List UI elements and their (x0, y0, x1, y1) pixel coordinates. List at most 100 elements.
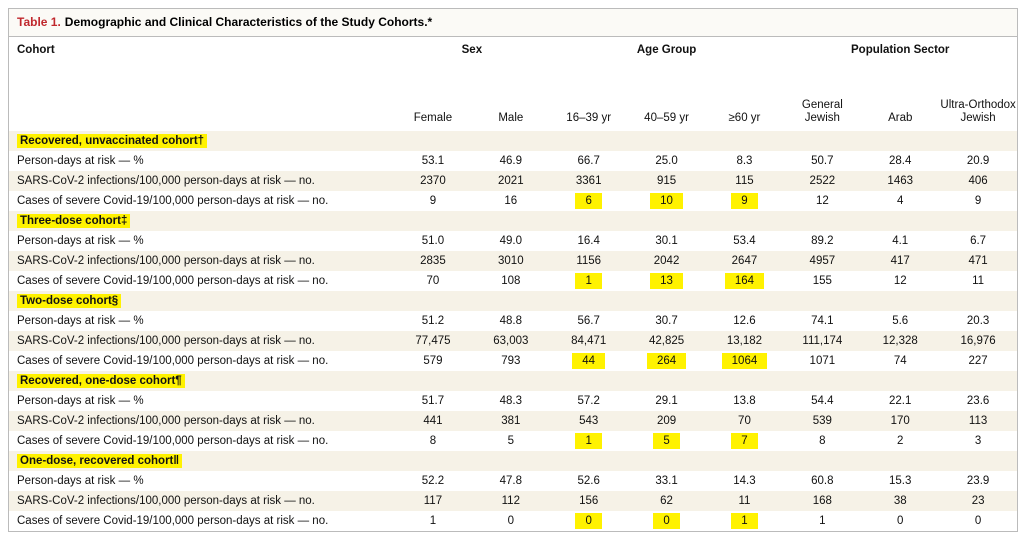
cell-value: 2522 (809, 175, 836, 187)
cell-value: 1 (429, 515, 437, 527)
cell: 1064 (706, 351, 784, 371)
cell: 53.4 (706, 231, 784, 251)
cell-value: 57.2 (577, 395, 600, 407)
cell-value: 15.3 (889, 475, 912, 487)
header-row: Cohort Sex Age Group Population Sector (9, 37, 1017, 63)
cell: 156 (549, 491, 628, 511)
cell: 60.8 (783, 471, 861, 491)
cell-value: 8.3 (736, 155, 753, 167)
cell-value: 70 (426, 275, 440, 287)
data-row: SARS-CoV-2 infections/100,000 person-day… (9, 331, 1018, 351)
column-header: 40–59 yr (644, 112, 689, 124)
cell: 1156 (549, 251, 628, 271)
cell: 117 (394, 491, 472, 511)
cell-value: 3010 (498, 255, 524, 267)
cell: 4957 (783, 251, 862, 271)
cell-value: 417 (890, 255, 910, 267)
table: Cohort Sex Age Group Population Sector Femal… (9, 37, 1018, 531)
cell: 30.7 (628, 311, 706, 331)
cell-value: 209 (656, 415, 677, 427)
cell: 13,182 (705, 331, 784, 351)
cell: 57.2 (550, 391, 628, 411)
cell-value: 579 (423, 355, 443, 367)
row-label: SARS-CoV-2 infections/100,000 person-day… (9, 171, 394, 191)
data-row: Cases of severe Covid-19/100,000 person-… (9, 191, 1017, 211)
cell-value: 30.1 (655, 235, 678, 247)
cell-value: 84,471 (571, 335, 607, 347)
cell: 2835 (394, 251, 472, 271)
cell: 16 (472, 191, 550, 211)
cell-value: 20.9 (966, 155, 990, 167)
cell-value: 28.4 (889, 155, 912, 167)
row-label: SARS-CoV-2 infections/100,000 person-day… (9, 491, 394, 511)
cell: 28.4 (861, 151, 939, 171)
cell-value: 2835 (420, 255, 446, 267)
cell-value: 62 (660, 495, 673, 507)
cell: 74.1 (783, 311, 861, 331)
cell: 22.1 (861, 391, 939, 411)
section-name: Three-dose cohort‡ (17, 214, 131, 228)
cell-value: 1 (731, 513, 758, 529)
cell-value: 2647 (731, 255, 758, 267)
cell: 406 (939, 171, 1018, 191)
cell-value: 54.4 (811, 395, 834, 407)
cell-value: 23 (971, 495, 985, 507)
cell-value: 2370 (420, 175, 446, 187)
cell: 14.3 (706, 471, 784, 491)
cell: 29.1 (628, 391, 706, 411)
cell: 42,825 (627, 331, 706, 351)
cell: 89.2 (783, 231, 861, 251)
cell-value: 156 (579, 495, 599, 507)
cell: 0 (628, 511, 706, 531)
cell: 0 (472, 511, 550, 531)
cell-value: 74 (893, 355, 907, 367)
cell: 63,003 (471, 331, 550, 351)
cell: 1071 (783, 351, 861, 371)
table-panel: Table 1. Demographic and Clinical Charact… (8, 8, 1018, 532)
cell: 53.1 (394, 151, 472, 171)
cell: 1 (550, 431, 628, 451)
data-row: Cases of severe Covid-19/100,000 person-… (9, 271, 1017, 291)
row-label: SARS-CoV-2 infections/100,000 person-day… (9, 331, 394, 351)
cell: 84,471 (549, 331, 628, 351)
cell: 30.1 (628, 231, 706, 251)
cell: 7 (706, 431, 784, 451)
column-header: Female (413, 112, 453, 124)
cell-value: 6.7 (970, 235, 987, 247)
section-row: One-dose, recovered cohort‖ (9, 451, 1018, 471)
data-row: Person-days at risk — % 53.1 46.9 66.7 25.0 8… (9, 151, 1017, 171)
row-label: SARS-CoV-2 infections/100,000 person-day… (9, 411, 394, 431)
data-row: Cases of severe Covid-19/100,000 person-… (9, 431, 1017, 451)
cell: 5.6 (861, 311, 939, 331)
cell: 16,976 (939, 331, 1018, 351)
cell: 0 (861, 511, 939, 531)
cell-value: 42,825 (648, 335, 685, 347)
cell-value: 22.1 (889, 395, 912, 407)
cell-value: 170 (890, 415, 910, 427)
cell: 417 (861, 251, 940, 271)
cell-value: 4 (897, 195, 904, 207)
section-cell: Recovered, one-dose cohort¶ (9, 371, 1018, 391)
cell: 12 (861, 271, 939, 291)
cell-value: 12,328 (882, 335, 918, 347)
cell: 543 (549, 411, 628, 431)
cell-value: 1 (575, 433, 602, 449)
cell: 8 (394, 431, 472, 451)
section-name: Two-dose cohort§ (17, 294, 122, 308)
cell-value: 11 (738, 495, 751, 507)
cell-value: 0 (974, 515, 982, 527)
cell-value: 25.0 (655, 155, 678, 167)
header-group: Age Group (636, 44, 697, 56)
cell: 52.2 (394, 471, 472, 491)
cell-value: 1 (819, 515, 826, 527)
cell-value: 52.6 (577, 475, 600, 487)
row-label: Cases of severe Covid-19/100,000 person-… (17, 515, 329, 527)
cell-value: 77,475 (415, 335, 451, 347)
row-label: Person-days at risk — % (17, 395, 144, 407)
cell: 51.2 (394, 311, 472, 331)
cell-value: 12 (815, 195, 829, 207)
cell: 13.8 (706, 391, 784, 411)
cell-value: 51.7 (421, 395, 445, 407)
section-name: Recovered, unvaccinated cohort† (17, 134, 208, 148)
row-label: Person-days at risk — % (17, 475, 144, 487)
